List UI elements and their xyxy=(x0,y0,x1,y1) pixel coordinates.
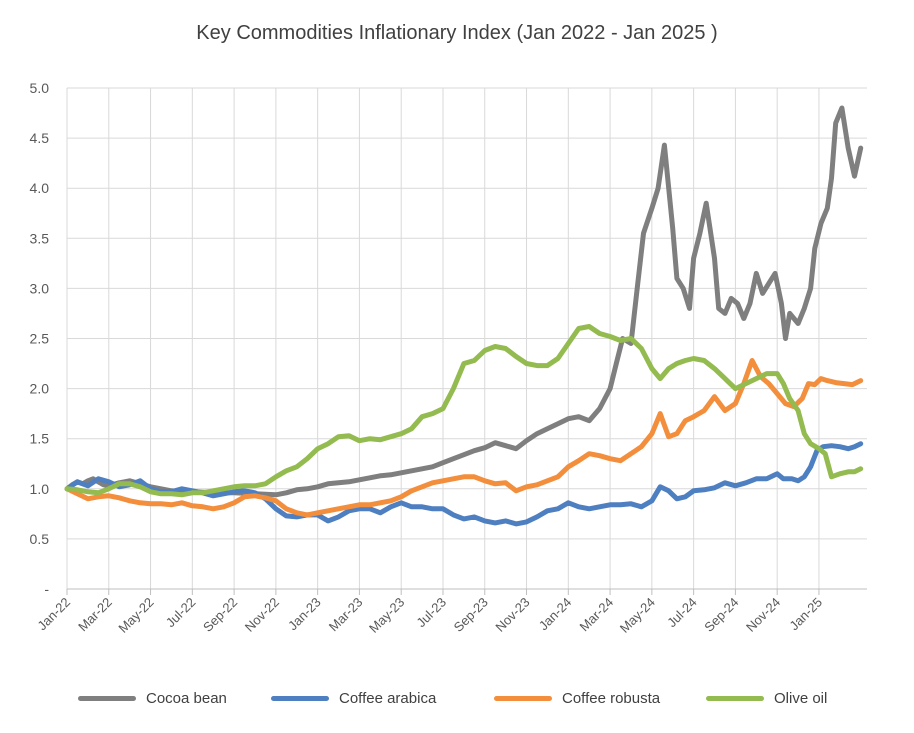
legend-item: Coffee arabica xyxy=(271,686,436,710)
x-tick-label: Nov-23 xyxy=(492,595,532,635)
y-tick-label: - xyxy=(44,581,49,597)
x-tick-label: May-22 xyxy=(115,595,156,636)
series-line-olive-oil xyxy=(64,324,864,498)
x-tick-label: Jan-22 xyxy=(34,595,73,634)
y-tick-label: 3.5 xyxy=(30,230,50,246)
series-line-coffee-robusta xyxy=(64,358,864,518)
y-tick-label: 2.5 xyxy=(30,331,50,347)
legend-item: Coffee robusta xyxy=(494,686,660,710)
y-tick-label: 5.0 xyxy=(30,80,50,96)
legend-label: Cocoa bean xyxy=(146,689,227,707)
x-tick-label: Jul-22 xyxy=(163,595,199,631)
y-tick-label: 4.5 xyxy=(30,130,50,146)
x-tick-label: May-23 xyxy=(366,595,407,636)
y-tick-label: 4.0 xyxy=(30,180,50,196)
y-tick-label: 1.0 xyxy=(30,481,50,497)
x-tick-label: Sep-22 xyxy=(200,595,240,635)
x-tick-label: Jul-24 xyxy=(664,595,700,631)
legend-item: Cocoa bean xyxy=(78,686,227,710)
y-tick-label: 3.0 xyxy=(30,280,50,296)
x-tick-label: Mar-22 xyxy=(75,595,115,635)
legend-label: Coffee robusta xyxy=(562,689,661,707)
legend-item: Olive oil xyxy=(706,686,827,710)
legend-swatch xyxy=(271,695,329,701)
y-tick-label: 2.0 xyxy=(30,381,50,397)
x-tick-label: May-24 xyxy=(617,595,658,636)
chart-title: Key Commodities Inflationary Index (Jan … xyxy=(196,22,718,44)
legend-swatch xyxy=(706,695,764,701)
y-tick-label: 0.5 xyxy=(30,531,50,547)
legend-label: Coffee arabica xyxy=(339,689,437,707)
x-tick-label: Nov-24 xyxy=(743,595,783,635)
x-tick-label: Sep-24 xyxy=(701,595,741,635)
legend-label: Olive oil xyxy=(774,689,828,707)
x-tick-label: Jan-23 xyxy=(285,595,324,634)
x-tick-label: Jan-24 xyxy=(536,595,575,634)
legend-swatch xyxy=(494,695,552,701)
x-tick-label: Nov-22 xyxy=(242,595,282,635)
legend-swatch xyxy=(78,695,136,701)
y-tick-label: 1.5 xyxy=(30,431,50,447)
x-tick-label: Jul-23 xyxy=(413,595,449,631)
x-tick-label: Mar-24 xyxy=(576,595,616,635)
legend: Cocoa bean Coffee arabica Coffee robusta Ol… xyxy=(0,686,914,710)
x-tick-label: Mar-23 xyxy=(326,595,366,635)
x-tick-label: Sep-23 xyxy=(451,595,491,635)
series-line-cocoa-bean xyxy=(64,105,864,498)
x-tick-label: Jan-25 xyxy=(786,595,825,634)
